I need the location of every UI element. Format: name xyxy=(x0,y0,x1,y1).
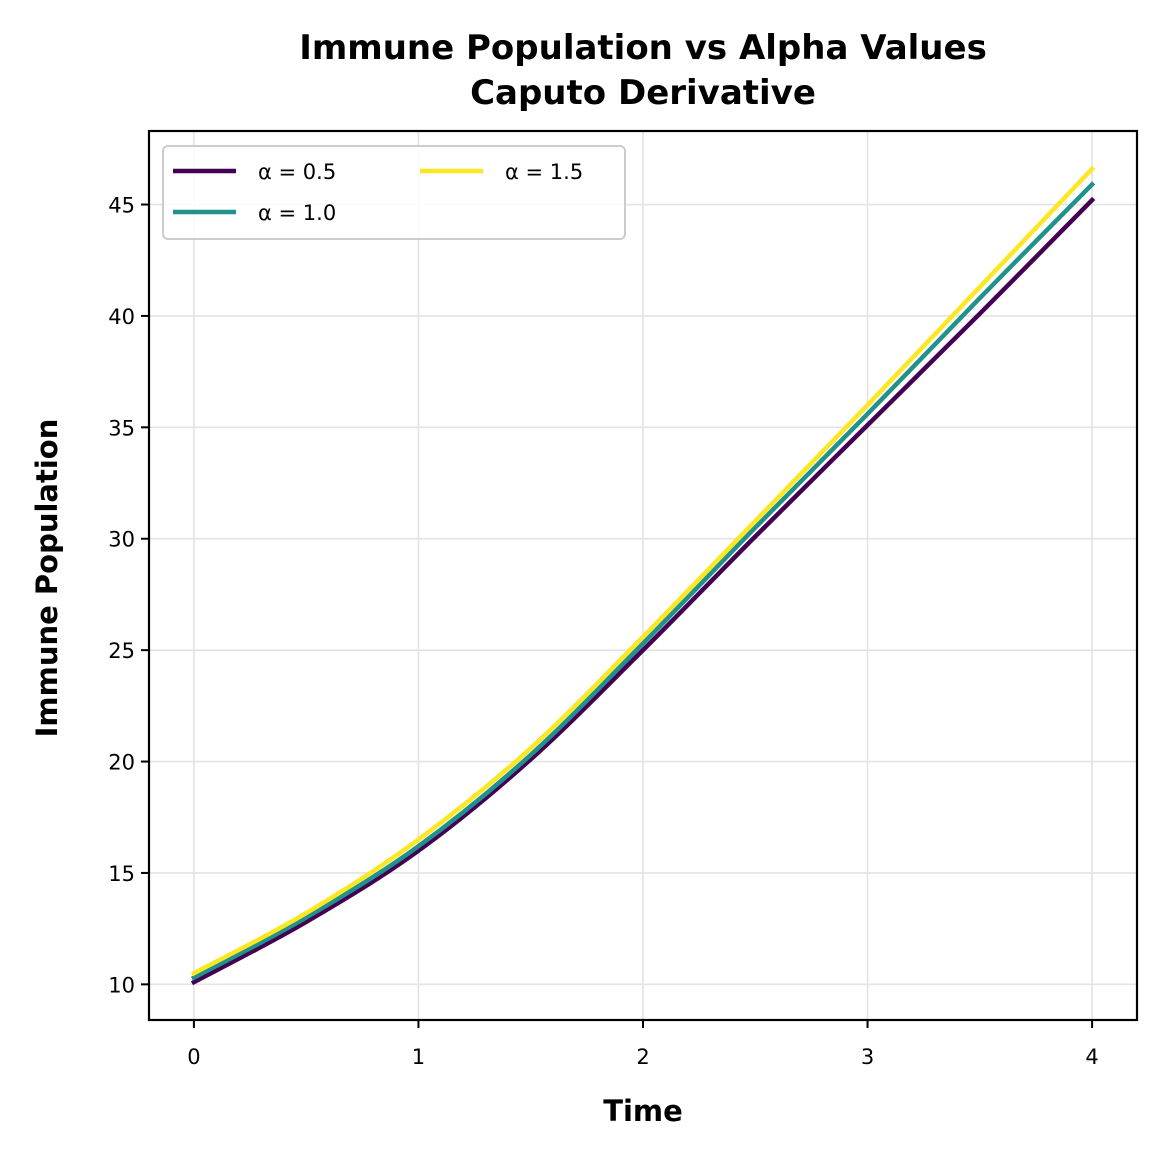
legend-box xyxy=(162,145,626,240)
x-tick-label-3: 3 xyxy=(861,1045,874,1069)
tick-labels: 0 1 2 3 4 10 15 20 25 30 35 40 45 xyxy=(108,194,1099,1069)
y-tick-label-1: 15 xyxy=(108,862,135,886)
chart-title: Immune Population vs Alpha Values xyxy=(299,28,987,68)
axes xyxy=(141,129,1139,1028)
x-tick-label-4: 4 xyxy=(1085,1045,1098,1069)
x-axis-label: Time xyxy=(603,1094,683,1128)
y-tick-label-5: 35 xyxy=(108,416,135,440)
series-line-0 xyxy=(190,196,1096,986)
grid xyxy=(149,131,1137,1020)
y-tick-label-6: 40 xyxy=(108,305,135,329)
chart-subtitle: Caputo Derivative xyxy=(470,73,816,113)
y-axis-label: Immune Population xyxy=(30,419,64,738)
x-tick-label-0: 0 xyxy=(187,1045,200,1069)
x-tick-label-2: 2 xyxy=(636,1045,649,1069)
legend: α = 0.5 α = 1.0 α = 1.5 xyxy=(162,145,626,240)
legend-label-0: α = 0.5 xyxy=(258,160,336,184)
legend-label-1: α = 1.0 xyxy=(258,201,336,225)
x-tick-label-1: 1 xyxy=(412,1045,425,1069)
legend-label-2: α = 1.5 xyxy=(505,160,583,184)
y-tick-label-4: 30 xyxy=(108,528,135,552)
series-lines xyxy=(190,165,1096,986)
series-line-1 xyxy=(190,181,1096,981)
y-tick-label-2: 20 xyxy=(108,751,135,775)
y-tick-label-3: 25 xyxy=(108,639,135,663)
series-line-2 xyxy=(190,165,1096,977)
y-tick-label-0: 10 xyxy=(108,973,135,997)
y-tick-label-7: 45 xyxy=(108,194,135,218)
